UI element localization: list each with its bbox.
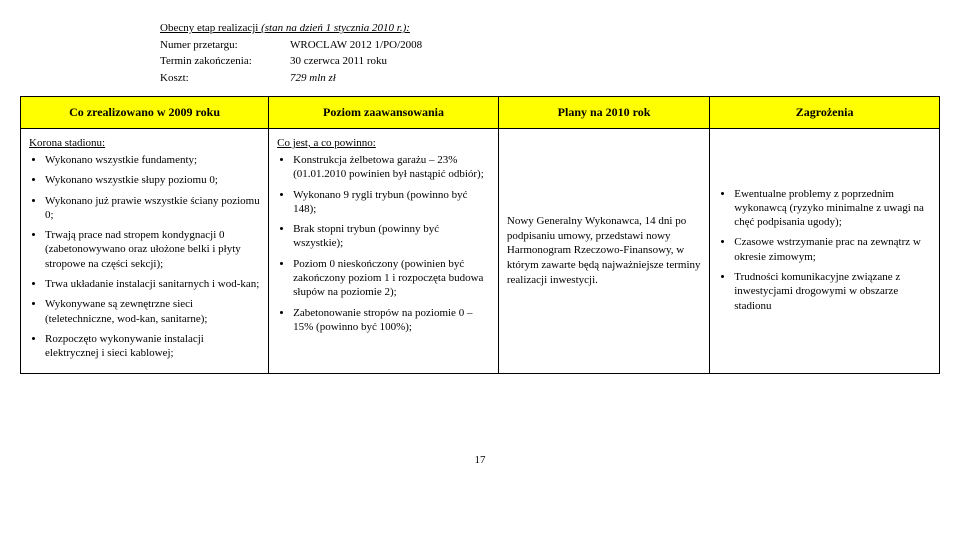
meta-value: 729 mln zł <box>290 70 336 87</box>
col3-text: Nowy Generalny Wykonawca, 14 dni po podp… <box>507 214 701 288</box>
list-item: Poziom 0 nieskończony (powinien być zako… <box>293 257 490 300</box>
meta-title-italic: (stan na dzień 1 stycznia 2010 r.): <box>261 22 410 34</box>
list-item: Trudności komunikacyjne związane z inwes… <box>734 270 931 313</box>
list-item: Wykonano 9 rygli trybun (powinno być 148… <box>293 188 490 217</box>
cell-c4: Ewentualne problemy z poprzednim wykonaw… <box>710 129 940 374</box>
meta-row: Termin zakończenia: 30 czerwca 2011 roku <box>160 53 940 70</box>
list-item: Trwają prace nad stropem kondygnacji 0 (… <box>45 228 260 271</box>
header-c2: Poziom zaawansowania <box>269 97 499 129</box>
col2-lead: Co jest, a co powinno: <box>277 137 490 149</box>
col1-list: Wykonano wszystkie fundamenty; Wykonano … <box>29 153 260 361</box>
meta-label: Koszt: <box>160 70 290 87</box>
col2-list: Konstrukcja żelbetowa garażu – 23% (01.0… <box>277 153 490 334</box>
header-c4: Zagrożenia <box>710 97 940 129</box>
list-item: Rozpoczęto wykonywanie instalacji elektr… <box>45 332 260 361</box>
list-item: Ewentualne problemy z poprzednim wykonaw… <box>734 187 931 230</box>
list-item: Wykonano już prawie wszystkie ściany poz… <box>45 194 260 223</box>
header-c1: Co zrealizowano w 2009 roku <box>21 97 269 129</box>
list-item: Wykonywane są zewnętrzne sieci (teletech… <box>45 297 260 326</box>
list-item: Wykonano wszystkie fundamenty; <box>45 153 260 167</box>
cell-c1: Korona stadionu: Wykonano wszystkie fund… <box>21 129 269 374</box>
meta-block: Obecny etap realizacji (stan na dzień 1 … <box>160 20 940 86</box>
header-row: Co zrealizowano w 2009 roku Poziom zaawa… <box>21 97 940 129</box>
col1-lead: Korona stadionu: <box>29 137 260 149</box>
cell-c2: Co jest, a co powinno: Konstrukcja żelbe… <box>269 129 499 374</box>
main-table: Co zrealizowano w 2009 roku Poziom zaawa… <box>20 96 940 374</box>
cell-c3: Nowy Generalny Wykonawca, 14 dni po podp… <box>498 129 709 374</box>
meta-label: Numer przetargu: <box>160 37 290 54</box>
content-row: Korona stadionu: Wykonano wszystkie fund… <box>21 129 940 374</box>
list-item: Zabetonowanie stropów na poziomie 0 – 15… <box>293 306 490 335</box>
list-item: Brak stopni trybun (powinny być wszystki… <box>293 222 490 251</box>
list-item: Wykonano wszystkie słupy poziomu 0; <box>45 173 260 187</box>
header-c3: Plany na 2010 rok <box>498 97 709 129</box>
col4-list: Ewentualne problemy z poprzednim wykonaw… <box>718 187 931 313</box>
list-item: Trwa układanie instalacji sanitarnych i … <box>45 277 260 291</box>
meta-label: Termin zakończenia: <box>160 53 290 70</box>
meta-row: Koszt: 729 mln zł <box>160 70 940 87</box>
list-item: Czasowe wstrzymanie prac na zewnątrz w o… <box>734 235 931 264</box>
meta-row: Numer przetargu: WROCLAW 2012 1/PO/2008 <box>160 37 940 54</box>
list-item: Konstrukcja żelbetowa garażu – 23% (01.0… <box>293 153 490 182</box>
page-number: 17 <box>20 454 940 466</box>
meta-title: Obecny etap realizacji (stan na dzień 1 … <box>160 20 940 37</box>
meta-title-text: Obecny etap realizacji <box>160 22 261 34</box>
meta-value: WROCLAW 2012 1/PO/2008 <box>290 37 422 54</box>
meta-value: 30 czerwca 2011 roku <box>290 53 387 70</box>
